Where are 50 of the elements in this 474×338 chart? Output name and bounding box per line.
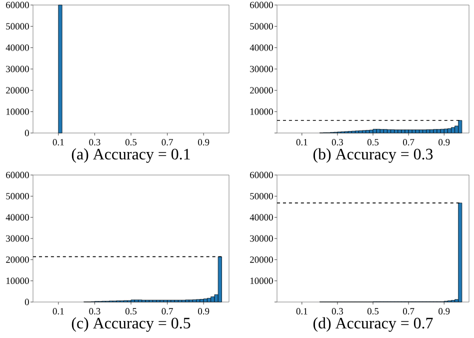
y-tick-label: 20000	[250, 256, 273, 263]
y-tick-label: 0	[24, 298, 29, 306]
x-tick-label: 0.3	[332, 308, 343, 314]
x-tick-label: 0.9	[438, 308, 450, 314]
x-axis-title: (c) Accuracy = 0.5	[72, 317, 190, 332]
x-tick-label: 0.1	[296, 308, 308, 314]
y-tick-label: 20000	[250, 87, 273, 94]
x-tick-label: 0.9	[438, 139, 450, 146]
y-tick-label: 50000	[6, 192, 29, 200]
x-tick-label: 0.3	[89, 308, 100, 314]
x-axis-title: (b) Accuracy = 0.3	[313, 148, 433, 163]
x-tick-label: 0.9	[198, 139, 210, 146]
y-tick-label: 0	[24, 130, 29, 136]
y-tick-label: 10000	[250, 108, 273, 115]
y-tick-label: 60000	[6, 2, 29, 8]
x-tick-label: 0.1	[296, 139, 308, 146]
x-tick-label: 0.5	[125, 308, 137, 314]
y-tick-label: 10000	[6, 108, 29, 115]
y-tick-label: 10000	[250, 278, 273, 284]
x-tick-label: 0.3	[332, 139, 343, 146]
x-tick-label: 0.5	[125, 139, 137, 146]
y-tick-label: 20000	[6, 87, 29, 94]
y-tick-label: 30000	[6, 235, 29, 242]
y-tick-label: 50000	[250, 23, 273, 30]
y-tick-label: 50000	[6, 23, 29, 30]
x-tick-label: 0.7	[162, 308, 173, 314]
x-tick-label: 0.5	[367, 308, 379, 314]
x-tick-label: 0.7	[403, 139, 414, 146]
y-tick-label: 50000	[250, 192, 273, 200]
x-tick-label: 0.7	[403, 308, 414, 314]
y-tick-label: 30000	[250, 235, 273, 242]
x-tick-label: 0.9	[198, 308, 210, 314]
y-tick-label: 40000	[6, 44, 29, 51]
x-tick-label: 0.5	[367, 139, 379, 146]
x-axis-title: (d) Accuracy = 0.7	[313, 317, 433, 332]
x-tick-label: 0.1	[52, 308, 64, 314]
y-tick-label: 60000	[250, 2, 273, 8]
y-tick-label: 30000	[6, 66, 29, 72]
x-tick-label: 0.7	[162, 139, 173, 146]
x-axis-title: (a) Accuracy = 0.1	[72, 148, 190, 163]
y-tick-label: 30000	[250, 66, 273, 72]
y-tick-label: 60000	[6, 172, 29, 178]
y-tick-label: 60000	[250, 172, 273, 178]
y-tick-label: 10000	[6, 278, 29, 284]
y-tick-label: 40000	[250, 214, 273, 221]
y-tick-label: 20000	[6, 256, 29, 263]
x-tick-label: 0.1	[52, 139, 64, 146]
y-tick-label: 40000	[6, 214, 29, 221]
y-tick-label: 40000	[250, 44, 273, 51]
x-tick-label: 0.3	[89, 139, 100, 146]
